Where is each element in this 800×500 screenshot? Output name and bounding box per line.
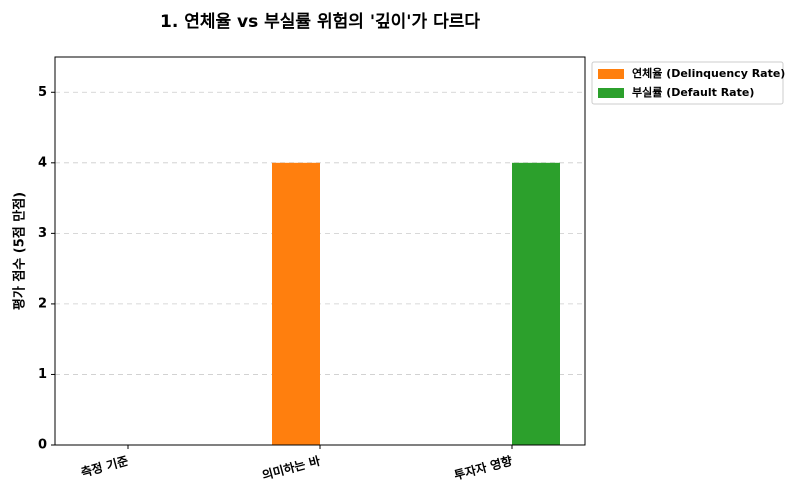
y-tick-label: 3 bbox=[38, 226, 47, 241]
y-tick-label: 2 bbox=[38, 296, 47, 311]
y-tick-label: 1 bbox=[38, 367, 47, 382]
chart-title: 1. 연체율 vs 부실률 위험의 '깊이'가 다르다 bbox=[160, 11, 480, 32]
legend-swatch bbox=[598, 69, 624, 79]
x-tick-label: 투자자 영향 bbox=[452, 453, 513, 483]
bar bbox=[512, 162, 560, 445]
bar bbox=[272, 162, 320, 445]
legend-box bbox=[591, 61, 784, 105]
y-tick-label: 4 bbox=[38, 155, 47, 170]
y-axis-label: 평가 점수 (5점 만점) bbox=[12, 192, 28, 310]
y-tick-label: 5 bbox=[38, 85, 47, 100]
x-tick-label: 의미하는 바 bbox=[260, 453, 321, 483]
legend-label: 연체율 (Delinquency Rate) bbox=[632, 66, 785, 80]
y-tick-label: 0 bbox=[38, 438, 47, 453]
plot-frame bbox=[54, 56, 586, 446]
legend-swatch bbox=[598, 88, 624, 98]
x-tick-label: 측정 기준 bbox=[79, 453, 130, 480]
legend-label: 부실률 (Default Rate) bbox=[632, 85, 754, 99]
